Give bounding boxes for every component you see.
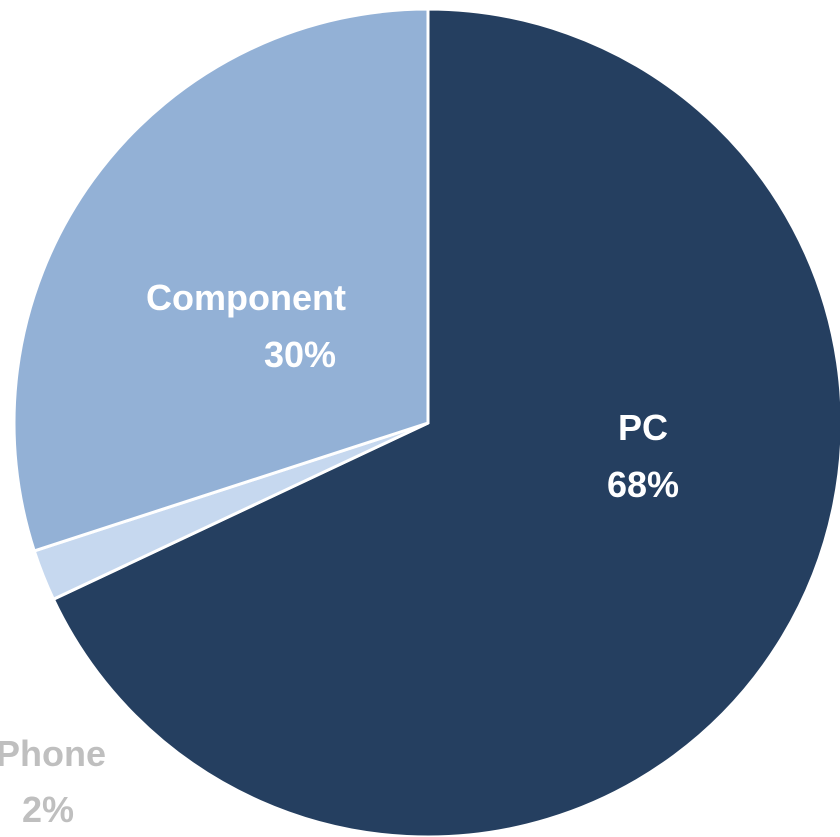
label-component-name: Component [146, 277, 346, 318]
pie-slice-component [12, 7, 430, 553]
label-pc-percent: 68% [607, 464, 679, 505]
label-pc-name: PC [618, 407, 668, 448]
label-phone-percent: 2% [22, 789, 74, 830]
label-component-percent: 30% [264, 334, 336, 375]
pie-slice-pc [51, 7, 840, 837]
label-phone-name: Phone [0, 733, 106, 774]
pie-slices [12, 7, 840, 837]
pie-labels: PC 68% Phone 2% Component 30% [0, 277, 679, 830]
